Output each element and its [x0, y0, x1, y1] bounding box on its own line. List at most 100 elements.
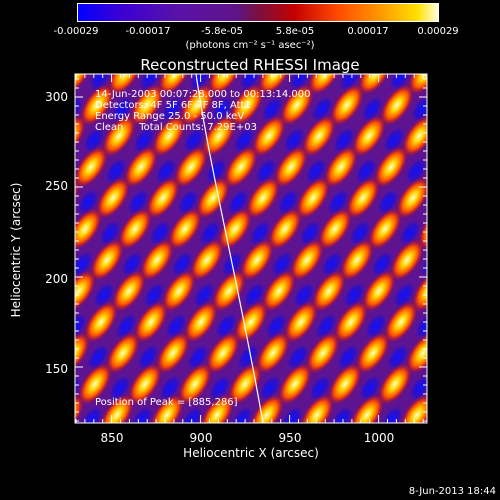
- hot-lobe: [107, 0, 154, 39]
- hot-lobe: [461, 202, 500, 255]
- hot-lobe: [29, 16, 76, 69]
- hot-lobe: [112, 270, 146, 312]
- hot-lobe: [190, 239, 224, 281]
- hot-lobe: [178, 363, 212, 405]
- hot-lobe: [130, 84, 164, 126]
- hot-lobe: [140, 239, 174, 281]
- colorbar-tick: 5.8e-05: [275, 26, 315, 37]
- cold-lobe: [230, 404, 254, 423]
- cold-lobe: [11, 29, 44, 66]
- hot-lobe: [200, 394, 234, 423]
- hot-lobe: [445, 109, 492, 162]
- hot-lobe: [471, 357, 500, 410]
- hot-lobe: [306, 332, 340, 374]
- hot-lobe: [378, 363, 412, 405]
- hot-lobe: [329, 16, 376, 69]
- hot-lobe: [473, 78, 500, 131]
- hot-lobe: [396, 177, 427, 219]
- cold-lobe: [339, 0, 372, 34]
- hot-lobe: [100, 394, 134, 423]
- cold-lobe: [319, 463, 352, 500]
- cold-lobe: [89, 0, 122, 34]
- hot-lobe: [0, 78, 21, 131]
- hot-lobe: [330, 84, 364, 126]
- cold-lobe: [119, 463, 152, 500]
- hot-lobe: [374, 146, 408, 188]
- hot-lobe: [465, 419, 500, 472]
- hot-lobe: [334, 301, 368, 343]
- hot-lobe: [252, 115, 286, 157]
- cold-lobe: [39, 0, 72, 34]
- hot-lobe: [439, 171, 486, 224]
- hot-lobe: [356, 332, 390, 374]
- hot-lobe: [274, 146, 308, 188]
- hot-lobe: [350, 394, 384, 423]
- hot-lobe: [368, 208, 402, 250]
- cold-lobe: [483, 60, 500, 97]
- hot-lobe: [357, 0, 404, 39]
- hot-lobe: [451, 47, 498, 100]
- hot-lobe: [207, 0, 254, 39]
- colorbar-frame: [77, 3, 439, 22]
- hot-lobe: [78, 363, 112, 405]
- x-tick-label: 1000: [363, 431, 395, 445]
- hot-lobe: [179, 16, 226, 69]
- cold-lobe: [111, 29, 144, 66]
- info-panel: 14-Jun-2003 00:07:28.000 to 00:13:14.000…: [95, 89, 311, 133]
- cold-lobe: [439, 0, 472, 34]
- cold-lobe: [427, 122, 460, 159]
- hot-lobe: [449, 326, 496, 379]
- hot-lobe: [384, 301, 418, 343]
- cold-lobe: [465, 246, 498, 283]
- y-tick-label: 300: [45, 90, 68, 104]
- hot-lobe: [158, 74, 192, 95]
- hot-lobe: [75, 332, 90, 374]
- hot-lobe: [102, 115, 136, 157]
- hot-lobe: [362, 270, 396, 312]
- hot-lobe: [477, 295, 500, 348]
- hot-lobe: [300, 394, 334, 423]
- hot-lobe: [79, 16, 126, 69]
- hot-lobe: [308, 74, 342, 95]
- cold-lobe: [389, 0, 422, 34]
- hot-lobe: [379, 16, 426, 69]
- hot-lobe: [408, 74, 427, 95]
- hot-lobe: [433, 233, 480, 286]
- cold-lobe: [280, 404, 304, 423]
- cold-lobe: [239, 0, 272, 34]
- hot-lobe: [455, 264, 500, 317]
- cold-lobe: [139, 0, 172, 34]
- hot-lobe: [443, 388, 490, 441]
- hot-lobe: [284, 301, 318, 343]
- hot-lobe: [412, 270, 427, 312]
- cold-lobe: [489, 0, 500, 34]
- colorbar-tick: -5.8e-05: [201, 26, 243, 37]
- hot-lobe: [489, 171, 500, 224]
- cold-lobe: [481, 339, 500, 376]
- cold-lobe: [130, 404, 154, 423]
- axis-ticks: [75, 74, 427, 423]
- x-tick-label: 850: [100, 431, 124, 445]
- cold-lobe: [61, 29, 94, 66]
- hot-lobe: [84, 301, 118, 343]
- hot-lobe: [124, 146, 158, 188]
- hot-lobe: [427, 295, 474, 348]
- hot-lobe: [280, 84, 314, 126]
- peak-position: Position of Peak = [885,286]: [95, 397, 238, 408]
- hot-lobe: [150, 394, 184, 423]
- hot-lobe: [180, 84, 214, 126]
- cold-lobe: [69, 463, 102, 500]
- hot-lobe: [0, 16, 27, 69]
- hot-lobe: [407, 0, 454, 39]
- cold-lobe: [414, 311, 427, 341]
- hot-lobe: [493, 388, 500, 441]
- cold-lobe: [411, 29, 444, 66]
- cold-lobe: [420, 249, 427, 279]
- hot-lobe: [162, 270, 196, 312]
- y-axis-label: Heliocentric Y (arcsec): [9, 182, 23, 318]
- cold-lobe: [425, 401, 458, 438]
- cold-lobe: [431, 339, 464, 376]
- cold-lobe: [27, 122, 60, 159]
